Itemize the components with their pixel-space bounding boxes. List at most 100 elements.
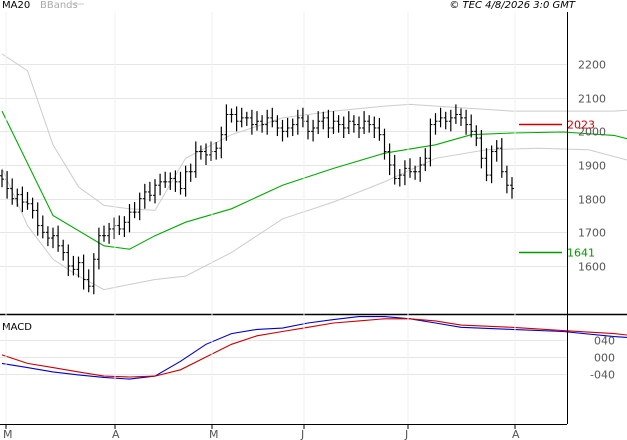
ohlc-bar — [173, 170, 178, 192]
ohlc-bar — [183, 165, 188, 197]
ohlc-bar — [326, 109, 331, 139]
ohlc-bar — [142, 183, 147, 209]
ohlc-bar — [193, 141, 198, 178]
bbands-lower-line — [1, 147, 627, 291]
ohlc-bar — [239, 107, 244, 128]
ohlc-bar — [20, 186, 25, 213]
ohlc-bar — [397, 169, 402, 187]
ohlc-bar — [336, 115, 341, 133]
ohlc-bar — [71, 255, 76, 276]
legend-ma20: MA20 — [2, 0, 30, 11]
ohlc-bar — [418, 156, 423, 182]
ohlc-bar — [377, 117, 382, 141]
ohlc-bar — [198, 145, 203, 160]
ohlc-bar — [219, 126, 224, 159]
ohlc-bars — [0, 104, 514, 295]
x-tick-label: M — [3, 428, 13, 440]
ohlc-bar — [285, 117, 290, 138]
ohlc-bar — [433, 113, 438, 135]
ohlc-bar — [265, 109, 270, 135]
ohlc-bar — [40, 215, 45, 239]
ohlc-bar — [479, 129, 484, 169]
level-label-2023: 2023 — [567, 119, 595, 132]
ohlc-bar — [188, 163, 193, 182]
price-tick-label: 2100 — [578, 93, 606, 106]
x-tick-label: A — [512, 428, 520, 440]
ohlc-bar — [464, 109, 469, 135]
ohlc-bar — [321, 111, 326, 130]
x-tick-label: A — [112, 428, 120, 440]
ohlc-bar — [372, 116, 377, 139]
source-label: © TEC 4/8/2026 3:0 GMT — [449, 0, 576, 11]
ohlc-bar — [249, 109, 254, 135]
price-tick-label: 1800 — [578, 194, 606, 207]
ohlc-bar — [61, 239, 66, 261]
ohlc-bar — [56, 225, 61, 252]
price-lines — [1, 53, 627, 291]
ohlc-bar — [459, 108, 463, 126]
price-plot-area — [0, 12, 567, 314]
macd-title: MACD — [2, 322, 32, 333]
ohlc-bar — [51, 227, 55, 249]
ohlc-bar — [107, 222, 112, 244]
ohlc-bar — [102, 225, 106, 242]
signal-line — [1, 318, 627, 378]
ohlc-bar — [362, 111, 367, 135]
ohlc-bar — [510, 177, 514, 199]
ohlc-bar — [122, 216, 127, 238]
marked-level-labels: 2023 1641 — [567, 119, 595, 260]
macd-tick-label: 000 — [594, 352, 615, 365]
macd-y-axis: 040 000 -040 — [590, 335, 615, 382]
ohlc-bar — [453, 104, 458, 124]
ohlc-bar — [331, 111, 336, 135]
price-tick-label: 2000 — [578, 126, 606, 139]
ohlc-bar — [275, 115, 280, 137]
ohlc-bar — [234, 106, 239, 132]
x-tick-label: J — [404, 428, 408, 440]
macd-tick-label: -040 — [590, 369, 615, 382]
ohlc-bar — [341, 116, 346, 139]
ohlc-bar — [367, 115, 372, 133]
ohlc-bar — [382, 128, 387, 160]
ohlc-bar — [438, 107, 443, 128]
ohlc-bar — [76, 256, 81, 278]
ohlc-bar — [469, 114, 474, 138]
ohlc-bar — [127, 204, 132, 233]
level-label-1641: 1641 — [567, 247, 595, 260]
ohlc-bar — [30, 197, 35, 219]
ohlc-bar — [351, 115, 356, 133]
ohlc-bar — [96, 227, 101, 270]
legend-bbands: BBands — [40, 0, 78, 11]
ohlc-bar — [10, 178, 15, 205]
macd-panel: MACD 040 000 -040 — [0, 316, 627, 382]
ohlc-bar — [270, 107, 275, 128]
price-tick-label: 2200 — [578, 59, 606, 72]
ohlc-bar — [168, 172, 173, 190]
ohlc-bar — [290, 118, 295, 137]
ohlc-bar — [484, 148, 489, 182]
ohlc-bar — [402, 160, 407, 186]
ohlc-bar — [357, 116, 361, 139]
ohlc-bar — [255, 111, 259, 131]
ohlc-bar — [229, 108, 234, 123]
ohlc-bar — [448, 109, 453, 132]
price-tick-label: 1700 — [578, 227, 606, 240]
ohlc-bar — [443, 111, 448, 130]
ohlc-bar — [178, 171, 183, 195]
ohlc-bar — [346, 111, 351, 135]
ohlc-bar — [0, 169, 4, 188]
chart-header: MA20 BBands © TEC 4/8/2026 3:0 GMT — [2, 0, 576, 11]
ohlc-bar — [423, 148, 428, 172]
ohlc-bar — [224, 104, 229, 141]
ohlc-bar — [306, 115, 310, 140]
marked-levels — [519, 123, 562, 254]
ohlc-bar — [163, 171, 168, 188]
ohlc-bar — [35, 202, 40, 236]
price-tick-label: 1600 — [578, 261, 606, 274]
ma20-line — [1, 110, 627, 250]
ohlc-bar — [413, 165, 418, 180]
ohlc-bar — [86, 269, 91, 293]
price-panel: 1600 1700 1800 1900 2000 2100 2200 2023 1641 — [0, 12, 627, 314]
